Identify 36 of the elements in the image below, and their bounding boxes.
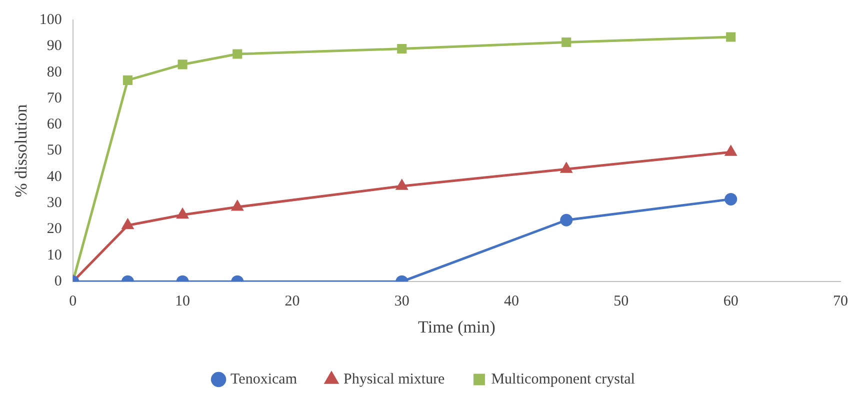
y-tick-label: 70 <box>46 90 62 106</box>
x-tick-label: 20 <box>284 294 300 310</box>
y-tick-label: 0 <box>54 274 62 290</box>
point <box>178 60 188 70</box>
x-tick-label: 60 <box>723 294 738 310</box>
point <box>232 49 242 59</box>
legend-label: Tenoxicam <box>230 371 298 388</box>
point <box>560 162 572 173</box>
y-tick-label: 90 <box>46 38 62 54</box>
legend-label: Multicomponent crystal <box>491 371 635 388</box>
y-tick-label: 10 <box>46 247 62 264</box>
point <box>232 200 243 211</box>
y-tick-label: 60 <box>46 116 62 133</box>
point <box>726 32 736 42</box>
y-tick-label: 50 <box>46 142 62 159</box>
x-tick-label: 30 <box>394 294 410 310</box>
y-tick-label: 40 <box>46 168 62 185</box>
x-tick-label: 40 <box>504 294 520 310</box>
point <box>122 219 134 230</box>
x-tick-label: 50 <box>614 294 629 310</box>
y-tick-label: 80 <box>46 64 62 80</box>
y-tick-label: 20 <box>46 221 62 238</box>
x-tick-label: 0 <box>69 294 77 310</box>
point <box>562 37 572 48</box>
x-tick-label: 10 <box>175 294 190 310</box>
y-tick-label: 100 <box>39 12 62 28</box>
y-axis-title: % dissolution <box>12 104 31 198</box>
y-tick-label: 30 <box>46 195 62 212</box>
point <box>725 146 736 156</box>
legend-label: Physical mixture <box>343 371 446 388</box>
point <box>176 208 188 219</box>
point <box>397 44 407 54</box>
x-axis-title: Time (min) <box>418 317 496 336</box>
point <box>122 75 133 85</box>
point <box>396 180 408 190</box>
x-tick-label: 70 <box>833 294 848 310</box>
